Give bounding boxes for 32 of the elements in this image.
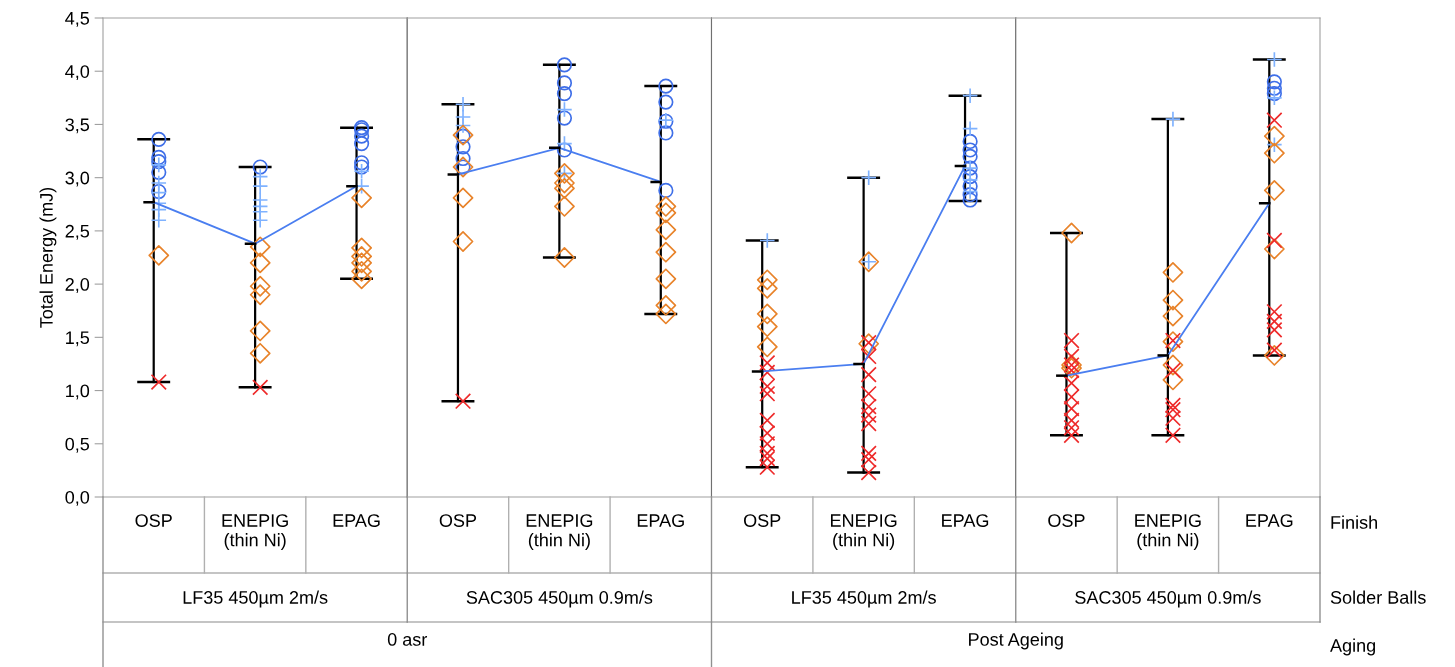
x-tick-label: EPAG xyxy=(333,514,380,527)
x-tick-label: OSP xyxy=(439,514,477,527)
y-tick-label: 1,0 xyxy=(66,384,90,400)
x-axis-title: SAC305 450µm 0.9m/s xyxy=(1075,590,1261,608)
x-tick-label: OSP xyxy=(1048,514,1085,527)
y-tick-label: 4,0 xyxy=(65,65,90,81)
y-tick-label: 2,0 xyxy=(65,278,90,293)
y-axis-title: Total Energy (mJ) xyxy=(39,187,57,328)
y-tick-label: 1,5 xyxy=(66,331,90,347)
x-axis-title: SAC305 450µm 0.9m/s xyxy=(466,590,653,608)
x-axis-title: LF35 450µm 2m/s xyxy=(183,590,328,608)
text: Post Ageing xyxy=(969,632,1063,650)
x-tick-label: ENEPIG (thin Ni) xyxy=(1135,514,1201,550)
x-tick-label: EPAG xyxy=(1246,514,1293,527)
x-tick-label: OSP xyxy=(135,514,172,527)
text: Aging xyxy=(1330,638,1376,656)
x-tick-label: OSP xyxy=(744,514,781,527)
x-tick-label: ENEPIG (thin Ni) xyxy=(222,514,288,550)
text: 0 asr xyxy=(387,633,428,646)
x-tick-label: EPAG xyxy=(637,514,684,527)
text: Solder Balls xyxy=(1330,590,1426,604)
x-axis-title: LF35 450µm 2m/s xyxy=(792,590,936,608)
x-tick-label: EPAG xyxy=(942,514,989,527)
y-tick-label: 0,5 xyxy=(65,437,90,453)
x-tick-label: ENEPIG (thin Ni) xyxy=(830,514,897,550)
y-tick-label: 2,5 xyxy=(65,224,90,240)
x-tick-label: ENEPIG (thin Ni) xyxy=(526,514,593,550)
text: Finish xyxy=(1331,515,1377,529)
y-tick-label: 4,5 xyxy=(65,12,90,27)
y-tick-label: 3,0 xyxy=(65,171,90,187)
y-tick-label: 0,0 xyxy=(65,490,90,506)
y-tick-label: 3,5 xyxy=(65,118,90,134)
